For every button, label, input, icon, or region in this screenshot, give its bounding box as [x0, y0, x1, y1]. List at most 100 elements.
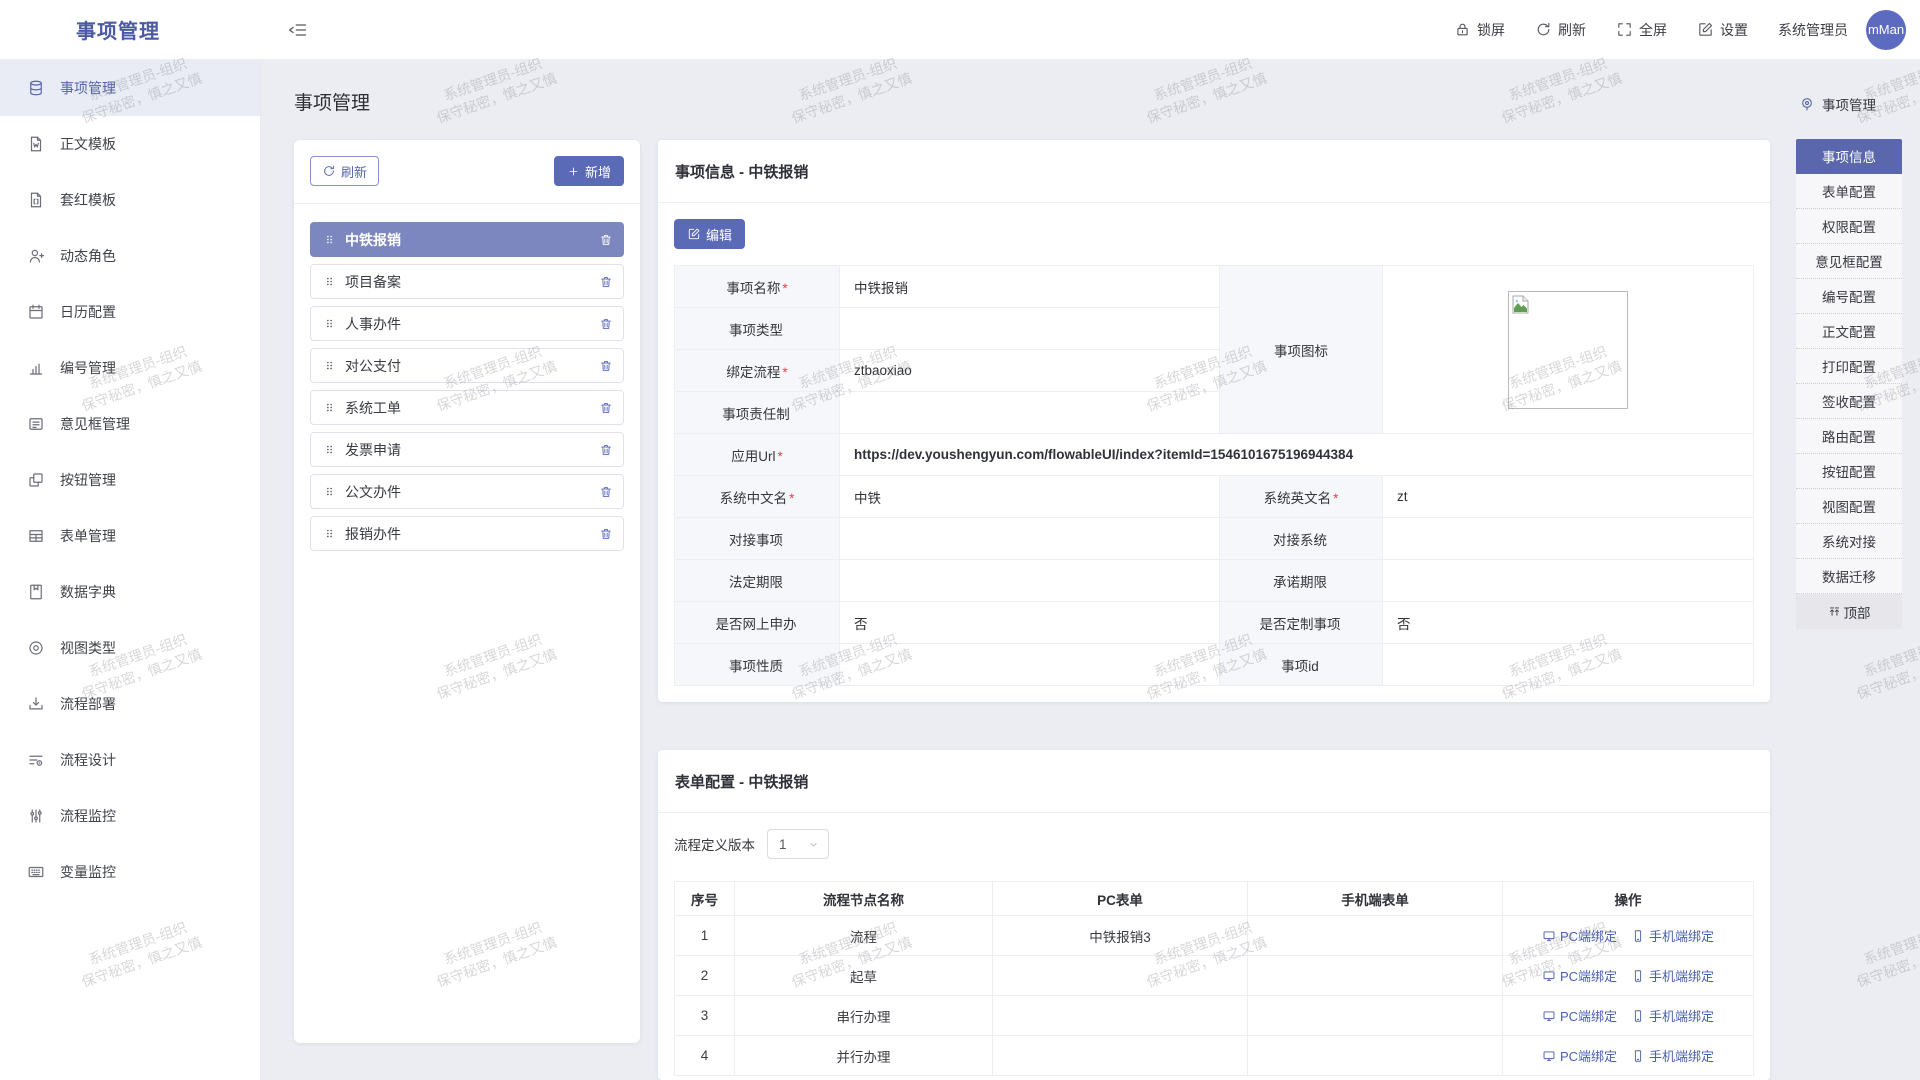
- sidebar-item-calendar-config[interactable]: 日历配置: [0, 284, 260, 340]
- list-item[interactable]: 人事办件: [310, 306, 624, 341]
- list-item[interactable]: 中铁报销: [310, 222, 624, 257]
- fullscreen-button[interactable]: 全屏: [1616, 20, 1667, 40]
- mobile-form: [1247, 995, 1503, 1036]
- list-item-label: 报销办件: [345, 525, 401, 542]
- delete-item-icon[interactable]: [599, 233, 613, 247]
- table-row: 2 起草 PC端绑定 手机端绑定: [674, 955, 1754, 996]
- list-item[interactable]: 项目备案: [310, 264, 624, 299]
- phone-icon: [1631, 1009, 1645, 1023]
- refresh-page-button[interactable]: 刷新: [1535, 20, 1586, 40]
- list-item[interactable]: 公文办件: [310, 474, 624, 509]
- settings-icon: [1697, 21, 1714, 38]
- edit-button[interactable]: 编辑: [674, 219, 746, 249]
- delete-item-icon[interactable]: [599, 527, 613, 541]
- sidebar-item-dynamic-role[interactable]: 动态角色: [0, 228, 260, 284]
- anchor-item-print-config[interactable]: 打印配置: [1796, 349, 1902, 384]
- anchor-item-permission-config[interactable]: 权限配置: [1796, 209, 1902, 244]
- form-config-card: 表单配置 - 中铁报销 流程定义版本 1: [658, 750, 1770, 1080]
- drag-handle-icon: [323, 401, 336, 414]
- anchor-item-body-config[interactable]: 正文配置: [1796, 314, 1902, 349]
- view-icon: [27, 639, 45, 657]
- sidebar-item-process-monitor[interactable]: 流程监控: [0, 788, 260, 844]
- mobile-bind-link[interactable]: 手机端绑定: [1631, 926, 1714, 945]
- anchor-item-form-config[interactable]: 表单配置: [1796, 174, 1902, 209]
- list-item-label: 发票申请: [345, 441, 401, 458]
- sliders-icon: [27, 807, 45, 825]
- node-name: 并行办理: [734, 1035, 993, 1076]
- mobile-bind-link[interactable]: 手机端绑定: [1631, 1006, 1714, 1025]
- settings-button[interactable]: 设置: [1697, 20, 1748, 40]
- refresh-button[interactable]: 刷新: [310, 156, 380, 186]
- add-button[interactable]: 新增: [553, 156, 624, 186]
- back-to-top-button[interactable]: 顶部: [1796, 594, 1902, 629]
- sidebar-item-process-design[interactable]: 流程设计: [0, 732, 260, 788]
- anchor-item-data-migrate[interactable]: 数据迁移: [1796, 559, 1902, 594]
- avatar[interactable]: mMan: [1866, 9, 1906, 50]
- edit-button-label: 编辑: [706, 227, 733, 243]
- list-item[interactable]: 发票申请: [310, 432, 624, 467]
- list-item-label: 人事办件: [345, 315, 401, 332]
- sidebar-item-body-template[interactable]: 正文模板: [0, 116, 260, 172]
- pc-bind-link[interactable]: PC端绑定: [1542, 966, 1617, 985]
- collapse-sidebar-button[interactable]: [288, 20, 308, 40]
- pc-bind-link[interactable]: PC端绑定: [1542, 926, 1617, 945]
- username: 系统管理员: [1778, 21, 1848, 38]
- pc-bind-link[interactable]: PC端绑定: [1542, 1006, 1617, 1025]
- list-item[interactable]: 系统工单: [310, 390, 624, 425]
- anchor-item-view-config[interactable]: 视图配置: [1796, 489, 1902, 524]
- sidebar-item-numbering[interactable]: 编号管理: [0, 340, 260, 396]
- field-value: 否: [1382, 601, 1754, 644]
- sidebar-item-process-deploy[interactable]: 流程部署: [0, 676, 260, 732]
- sidebar-item-data-dictionary[interactable]: 数据字典: [0, 564, 260, 620]
- delete-item-icon[interactable]: [599, 359, 613, 373]
- version-select[interactable]: 1: [767, 829, 829, 859]
- anchor-item-route-config[interactable]: 路由配置: [1796, 419, 1902, 454]
- phone-icon: [1631, 1049, 1645, 1063]
- chevron-down-icon: [807, 838, 820, 851]
- sidebar-item-opinion-box[interactable]: 意见框管理: [0, 396, 260, 452]
- field-value: ztbaoxiao: [839, 349, 1220, 392]
- delete-item-icon[interactable]: [599, 401, 613, 415]
- sidebar-item-view-type[interactable]: 视图类型: [0, 620, 260, 676]
- sidebar-item-item-manage[interactable]: 事项管理: [0, 60, 260, 116]
- sidebar-item-label: 表单管理: [60, 528, 116, 544]
- sidebar-item-label: 编号管理: [60, 360, 116, 376]
- monitor-icon: [1542, 929, 1556, 943]
- table-row: 3 串行办理 PC端绑定 手机端绑定: [674, 995, 1754, 1036]
- list-item[interactable]: 报销办件: [310, 516, 624, 551]
- version-select-value: 1: [779, 836, 787, 852]
- delete-item-icon[interactable]: [599, 317, 613, 331]
- sidebar-item-form-manage[interactable]: 表单管理: [0, 508, 260, 564]
- sidebar-item-label: 流程设计: [60, 752, 116, 768]
- sidebar-item-red-template[interactable]: 套红模板: [0, 172, 260, 228]
- sidebar-item-label: 变量监控: [60, 864, 116, 880]
- mobile-bind-link[interactable]: 手机端绑定: [1631, 966, 1714, 985]
- delete-item-icon[interactable]: [599, 443, 613, 457]
- delete-item-icon[interactable]: [599, 275, 613, 289]
- column-header: PC表单: [992, 881, 1248, 916]
- pc-bind-link[interactable]: PC端绑定: [1542, 1046, 1617, 1065]
- list-item[interactable]: 对公支付: [310, 348, 624, 383]
- anchor-item-number-config[interactable]: 编号配置: [1796, 279, 1902, 314]
- anchor-item-opinion-config[interactable]: 意见框配置: [1796, 244, 1902, 279]
- anchor-menu: 事项信息 表单配置 权限配置 意见框配置 编号配置 正文配置 打印配置 签收配置…: [1796, 139, 1902, 629]
- lock-screen-button[interactable]: 锁屏: [1454, 20, 1505, 40]
- mobile-form: [1247, 1035, 1503, 1076]
- anchor-item-system-connect[interactable]: 系统对接: [1796, 524, 1902, 559]
- sidebar-item-variable-monitor[interactable]: 变量监控: [0, 844, 260, 900]
- anchor-item-button-config[interactable]: 按钮配置: [1796, 454, 1902, 489]
- monitor-icon: [1542, 969, 1556, 983]
- table-icon: [27, 527, 45, 545]
- dictionary-icon: [27, 583, 45, 601]
- field-value-url: https://dev.youshengyun.com/flowableUI/i…: [839, 433, 1754, 476]
- node-name: 流程: [734, 915, 993, 956]
- mobile-bind-link[interactable]: 手机端绑定: [1631, 1046, 1714, 1065]
- fullscreen-icon: [1616, 21, 1633, 38]
- sidebar-item-label: 意见框管理: [60, 416, 130, 432]
- header-actions: 锁屏 刷新 全屏 设置 系统管理员 mMan: [1454, 9, 1920, 50]
- anchor-item-item-info[interactable]: 事项信息: [1796, 139, 1902, 174]
- field-value: 中铁报销: [839, 265, 1220, 308]
- delete-item-icon[interactable]: [599, 485, 613, 499]
- anchor-item-sign-config[interactable]: 签收配置: [1796, 384, 1902, 419]
- sidebar-item-button-manage[interactable]: 按钮管理: [0, 452, 260, 508]
